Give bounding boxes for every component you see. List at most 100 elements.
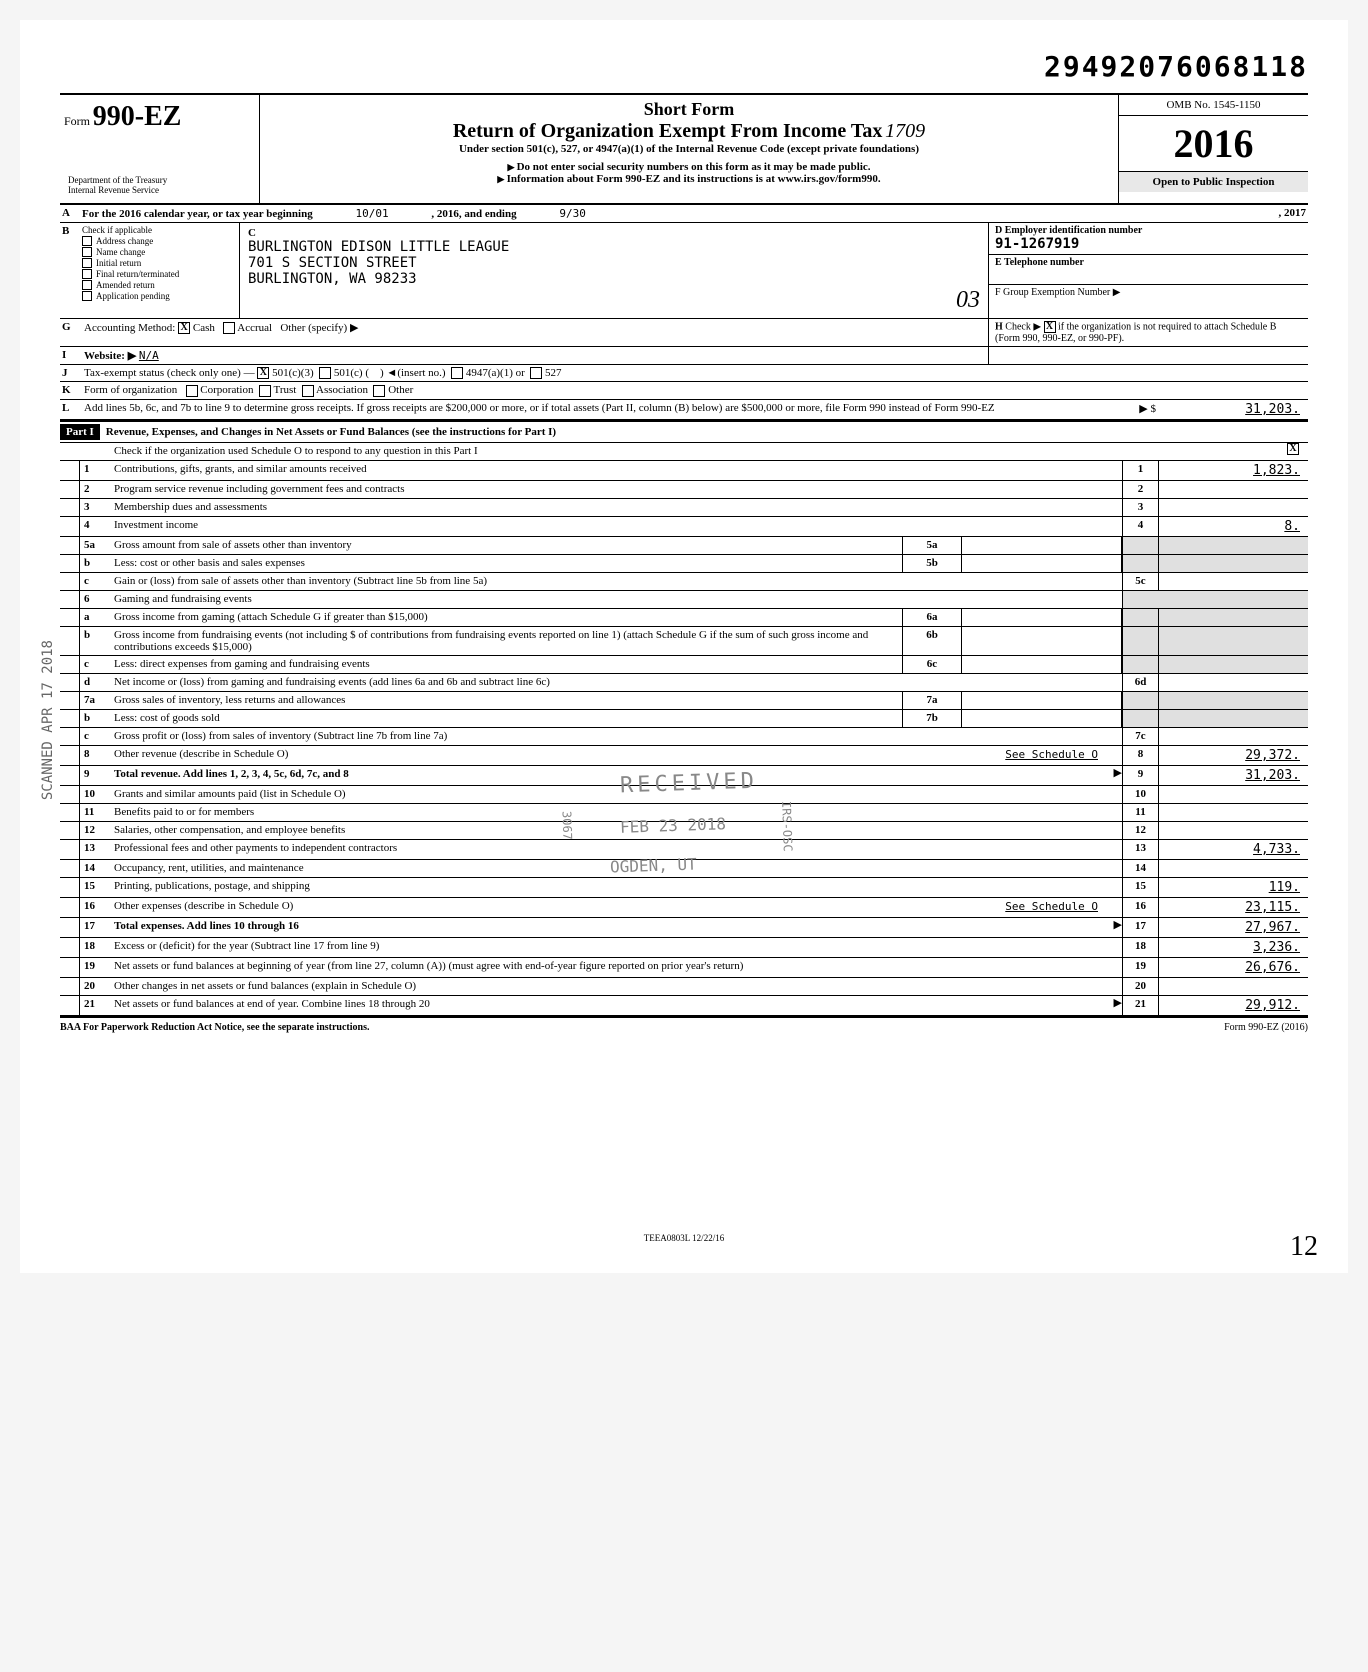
period-mid: , 2016, and ending (431, 208, 516, 220)
line-number: c (80, 656, 110, 673)
line-number: a (80, 609, 110, 626)
table-row: bGross income from fundraising events (n… (60, 627, 1308, 656)
line-number: 9 (80, 766, 110, 785)
line-value: 29,912. (1158, 996, 1308, 1015)
line-j: J Tax-exempt status (check only one) — 5… (60, 365, 1308, 382)
table-row: 14Occupancy, rent, utilities, and mainte… (60, 860, 1308, 878)
line-ref: 18 (1122, 938, 1158, 957)
table-row: 17Total expenses. Add lines 10 through 1… (60, 918, 1308, 938)
check-label: Check if applicable (82, 225, 237, 235)
cb-501c[interactable] (319, 367, 331, 379)
table-row: 4Investment income48. (60, 517, 1308, 537)
line-desc: Other changes in net assets or fund bala… (110, 978, 1122, 995)
hand-number: 1709 (885, 120, 925, 142)
line-number: c (80, 573, 110, 590)
line-desc: Grants and similar amounts paid (list in… (110, 786, 1122, 803)
cb-schedule-b[interactable] (1044, 321, 1056, 333)
cb-4947[interactable] (451, 367, 463, 379)
year-box: OMB No. 1545-1150 2016 Open to Public In… (1118, 95, 1308, 203)
line-ref: 2 (1122, 481, 1158, 498)
line-ref: 13 (1122, 840, 1158, 859)
line-number: d (80, 674, 110, 691)
table-row: cLess: direct expenses from gaming and f… (60, 656, 1308, 674)
line-ref: 16 (1122, 898, 1158, 917)
line-desc: Other expenses (describe in Schedule O)S… (110, 898, 1122, 917)
footer-left: BAA For Paperwork Reduction Act Notice, … (60, 1022, 370, 1033)
page-footer: BAA For Paperwork Reduction Act Notice, … (60, 1018, 1308, 1033)
line-number: 6 (80, 591, 110, 608)
line-value: 119. (1158, 878, 1308, 897)
line-number: 5a (80, 537, 110, 554)
line-desc: Salaries, other compensation, and employ… (110, 822, 1122, 839)
line-l-text: Add lines 5b, 6c, and 7b to line 9 to de… (80, 400, 1108, 419)
line-desc: Membership dues and assessments (110, 499, 1122, 516)
cb-initial[interactable] (82, 258, 92, 268)
line-ref: 21 (1122, 996, 1158, 1015)
line-l-arrow: ▶ $ (1108, 400, 1158, 419)
period-text: For the 2016 calendar year, or tax year … (82, 208, 313, 220)
form-number-box: Form 990-EZ Department of the Treasury I… (60, 95, 260, 203)
line-number: b (80, 555, 110, 572)
cb-accrual[interactable] (223, 322, 235, 334)
line-number: 21 (80, 996, 110, 1015)
cb-cash[interactable] (178, 322, 190, 334)
cb-address[interactable] (82, 236, 92, 246)
line-value (1158, 804, 1308, 821)
line-desc: Net assets or fund balances at end of ye… (110, 996, 1102, 1015)
table-row: cGross profit or (loss) from sales of in… (60, 728, 1308, 746)
table-row: 7aGross sales of inventory, less returns… (60, 692, 1308, 710)
cb-name[interactable] (82, 247, 92, 257)
line-value: 1,823. (1158, 461, 1308, 480)
open-public: Open to Public Inspection (1119, 171, 1308, 192)
line-value: 23,115. (1158, 898, 1308, 917)
table-row: 20Other changes in net assets or fund ba… (60, 978, 1308, 996)
line-desc: Less: cost or other basis and sales expe… (110, 555, 902, 572)
line-value: 31,203. (1158, 766, 1308, 785)
table-row: dNet income or (loss) from gaming and fu… (60, 674, 1308, 692)
table-row: 3Membership dues and assessments3 (60, 499, 1308, 517)
cb-pending[interactable] (82, 291, 92, 301)
table-row: aGross income from gaming (attach Schedu… (60, 609, 1308, 627)
line-desc: Occupancy, rent, utilities, and maintena… (110, 860, 1122, 877)
cb-amended[interactable] (82, 280, 92, 290)
e-label: E Telephone number (995, 257, 1302, 268)
cb-501c3[interactable] (257, 367, 269, 379)
line-l: L Add lines 5b, 6c, and 7b to line 9 to … (60, 400, 1308, 420)
cb-trust[interactable] (259, 385, 271, 397)
line-desc: Less: direct expenses from gaming and fu… (110, 656, 902, 673)
right-info: D Employer identification number 91-1267… (988, 223, 1308, 318)
line-desc: Total revenue. Add lines 1, 2, 3, 4, 5c,… (110, 766, 1102, 785)
table-row: 21Net assets or fund balances at end of … (60, 996, 1308, 1016)
form-header: Form 990-EZ Department of the Treasury I… (60, 93, 1308, 205)
line-value: 3,236. (1158, 938, 1308, 957)
org-name: BURLINGTON EDISON LITTLE LEAGUE (248, 239, 980, 255)
check-applicable: Check if applicable Address change Name … (80, 223, 240, 318)
website: N/A (139, 349, 159, 362)
line-value (1158, 978, 1308, 995)
line-value (1158, 481, 1308, 498)
line-number: 10 (80, 786, 110, 803)
cb-final[interactable] (82, 269, 92, 279)
line-value: 27,967. (1158, 918, 1308, 937)
line-value (1158, 786, 1308, 803)
cb-assoc[interactable] (302, 385, 314, 397)
line-desc: Excess or (deficit) for the year (Subtra… (110, 938, 1122, 957)
line-value (1158, 674, 1308, 691)
cb-527[interactable] (530, 367, 542, 379)
table-row: 11Benefits paid to or for members11 (60, 804, 1308, 822)
line-value: 29,372. (1158, 746, 1308, 765)
line-desc: Gross amount from sale of assets other t… (110, 537, 902, 554)
cb-schedule-o[interactable] (1287, 443, 1299, 455)
org-addr1: 701 S SECTION STREET (248, 255, 980, 271)
line-ref: 12 (1122, 822, 1158, 839)
line-value (1158, 573, 1308, 590)
line-number: b (80, 710, 110, 727)
cb-other[interactable] (373, 385, 385, 397)
line-desc: Program service revenue including govern… (110, 481, 1122, 498)
line-value (1158, 860, 1308, 877)
cb-corp[interactable] (186, 385, 198, 397)
line-ref: 4 (1122, 517, 1158, 536)
table-row: cGain or (loss) from sale of assets othe… (60, 573, 1308, 591)
footer-right: Form 990-EZ (2016) (1224, 1022, 1308, 1033)
irs-label: Internal Revenue Service (68, 185, 159, 195)
